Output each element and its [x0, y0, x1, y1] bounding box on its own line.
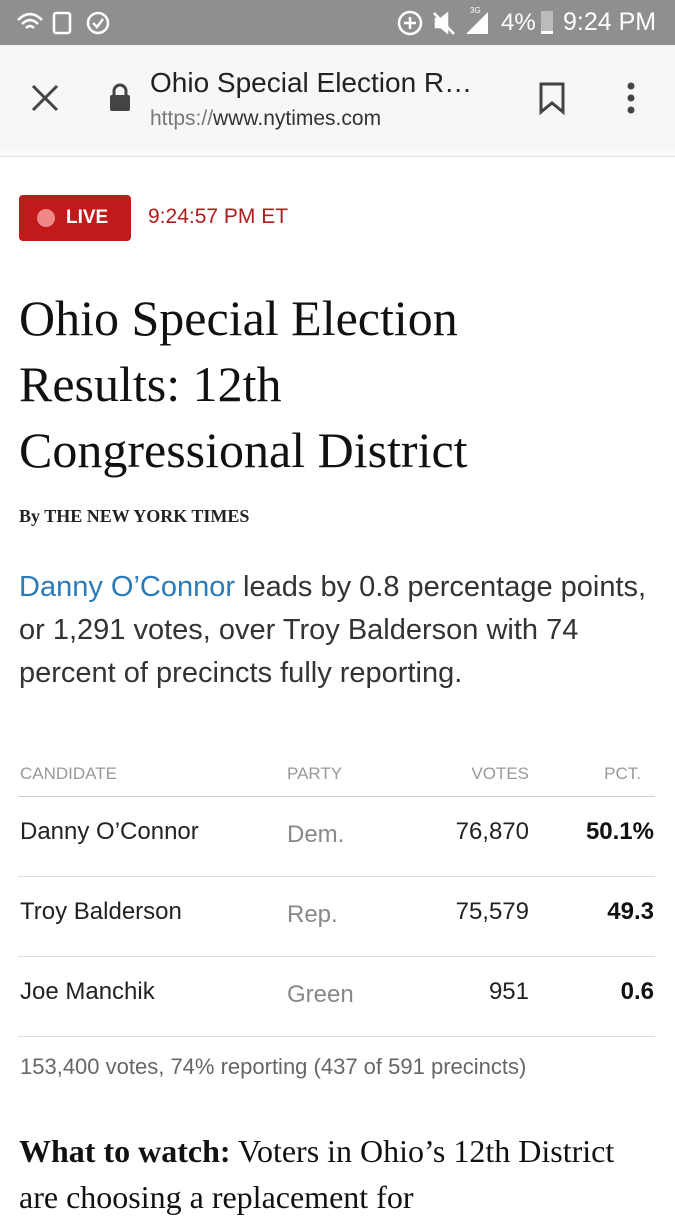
party: Rep. — [287, 901, 338, 928]
browser-toolbar: Ohio Special Election R… https://www.nyt… — [0, 45, 675, 151]
column-header: PARTY — [287, 764, 343, 783]
status-bar: 3G 4% 9:24 PM — [0, 0, 675, 45]
votes: 951 — [488, 978, 529, 1005]
candidate-link[interactable]: Danny O’Connor — [19, 571, 235, 603]
close-button[interactable] — [30, 83, 60, 113]
byline-prefix: By — [19, 506, 41, 526]
column-header: CANDIDATE — [20, 764, 117, 783]
byline-author: THE NEW YORK TIMES — [44, 506, 250, 526]
candidate-name: Troy Balderson — [20, 898, 182, 925]
url[interactable]: https://www.nytimes.com — [150, 107, 381, 131]
table-rule — [18, 796, 655, 797]
lock-icon — [110, 83, 130, 111]
summary: Danny O’Connor leads by 0.8 percentage p… — [19, 566, 659, 695]
table-footer: 153,400 votes, 74% reporting (437 of 591… — [20, 1054, 527, 1079]
candidate-name: Joe Manchik — [20, 978, 155, 1005]
live-time: 9:24:57 PM ET — [148, 205, 289, 228]
tab-strip — [0, 150, 675, 157]
percent: 0.6 — [620, 978, 654, 1005]
page-title: Ohio Special Election R… — [150, 67, 473, 98]
clock: 9:24 PM — [563, 8, 657, 36]
menu-button[interactable] — [624, 81, 638, 117]
url-host: www.nytimes.com — [213, 107, 382, 130]
watch-label: What to watch: — [19, 1133, 231, 1169]
battery-level: 4% — [501, 9, 536, 36]
column-header: PCT. — [604, 764, 641, 783]
live-dot — [37, 209, 55, 227]
row-separator — [18, 1036, 655, 1037]
status-icons — [17, 11, 110, 35]
what-to-watch: What to watch: Voters in Ohio’s 12th Dis… — [19, 1128, 659, 1220]
summary-text: leads by 0.8 percentage points, or 1,291… — [19, 571, 647, 689]
live-label: LIVE — [66, 207, 109, 228]
bookmark-button[interactable] — [538, 81, 566, 115]
status-icons-right — [397, 10, 488, 36]
live-badge: LIVE — [19, 195, 131, 241]
candidate-name: Danny O’Connor — [20, 818, 199, 845]
percent: 49.3 — [607, 898, 654, 925]
byline: By THE NEW YORK TIMES — [19, 506, 249, 527]
percent: 50.1% — [585, 818, 654, 845]
votes: 76,870 — [455, 818, 529, 845]
headline: Ohio Special Election Results: 12th Cong… — [19, 290, 468, 478]
party: Dem. — [287, 821, 345, 848]
column-header: VOTES — [471, 764, 529, 783]
url-scheme: https:// — [150, 107, 214, 130]
row-separator — [18, 956, 655, 957]
row-separator — [18, 876, 655, 877]
votes: 75,579 — [455, 898, 529, 925]
network-type: 3G — [470, 6, 481, 15]
party: Green — [287, 981, 354, 1008]
battery-icon — [541, 11, 553, 34]
